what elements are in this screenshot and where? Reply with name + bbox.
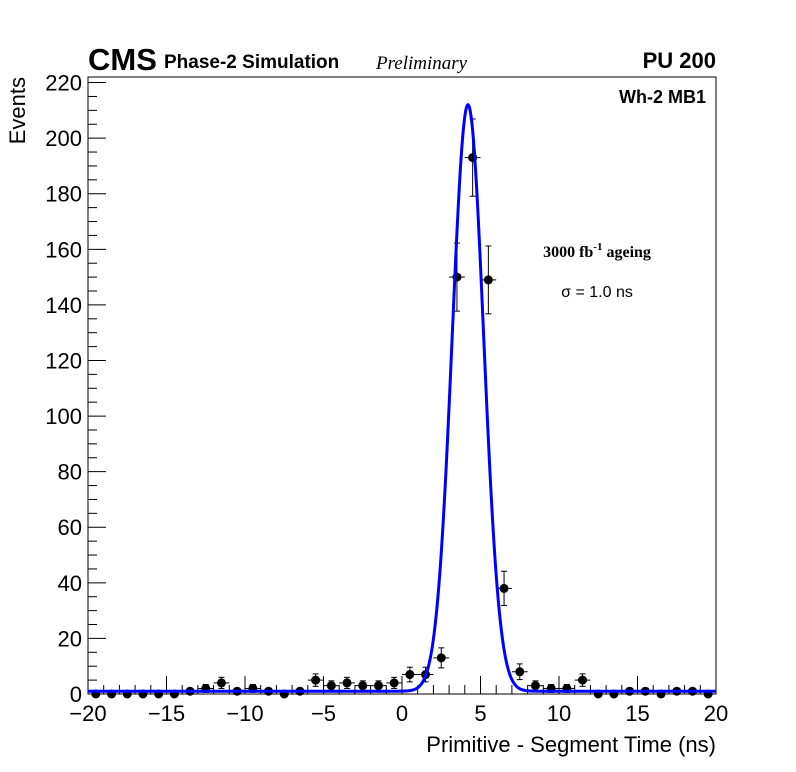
data-point (436, 653, 446, 663)
fit-curve (88, 102, 716, 693)
data-point (373, 681, 383, 691)
x-tick-label: −10 (226, 701, 263, 726)
data-point (483, 275, 493, 285)
y-tick-label: 20 (58, 626, 82, 651)
data-point (530, 681, 540, 691)
y-tick-label: 60 (58, 515, 82, 540)
x-tick-label: 20 (704, 701, 728, 726)
data-point (311, 675, 321, 685)
y-tick-label: 200 (45, 126, 82, 151)
plot-frame (87, 76, 717, 695)
pileup-label: PU 200 (643, 48, 716, 73)
x-tick-label: 5 (474, 701, 486, 726)
x-tick-label: 15 (625, 701, 649, 726)
data-point (216, 678, 226, 688)
y-tick-label: 100 (45, 404, 82, 429)
data-point (342, 678, 352, 688)
data-point (389, 678, 399, 688)
y-tick-label: 120 (45, 348, 82, 373)
sigma-label: σ = 1.0 ns (561, 284, 633, 301)
lumi-exponent: -1 (593, 241, 602, 253)
data-point (578, 675, 588, 685)
x-tick-label: −5 (311, 701, 336, 726)
y-tick-label: 140 (45, 293, 82, 318)
axes: −20 −15 −10 −5 0 5 10 15 20020406080100120140160… (45, 71, 728, 726)
data-points (88, 118, 716, 699)
y-tick-label: 40 (58, 571, 82, 596)
x-tick-label: −20 (69, 701, 106, 726)
y-tick-label: 160 (45, 237, 82, 262)
x-tick-label: −15 (148, 701, 185, 726)
data-point (515, 667, 525, 677)
y-tick-label: 180 (45, 182, 82, 207)
y-tick-label: 220 (45, 71, 82, 96)
subtitle-label: Phase-2 Simulation (164, 52, 339, 73)
x-tick-label: 0 (396, 701, 408, 726)
region-label: Wh-2 MB1 (619, 87, 706, 107)
lumi-label: 3000 fb-1 ageing (543, 241, 651, 261)
data-point (326, 681, 336, 691)
y-tick-label: 80 (58, 460, 82, 485)
data-point (499, 583, 509, 593)
status-label: Preliminary (375, 53, 468, 74)
experiment-label: CMS (88, 42, 157, 77)
x-tick-label: 10 (547, 701, 571, 726)
y-axis-title: Events (5, 77, 30, 144)
lumi-prefix: 3000 fb (543, 244, 593, 261)
x-axis-title: Primitive - Segment Time (ns) (426, 732, 716, 757)
data-point (405, 670, 415, 680)
y-tick-label: 0 (70, 682, 82, 707)
lumi-suffix: ageing (602, 244, 650, 261)
data-point (358, 681, 368, 691)
